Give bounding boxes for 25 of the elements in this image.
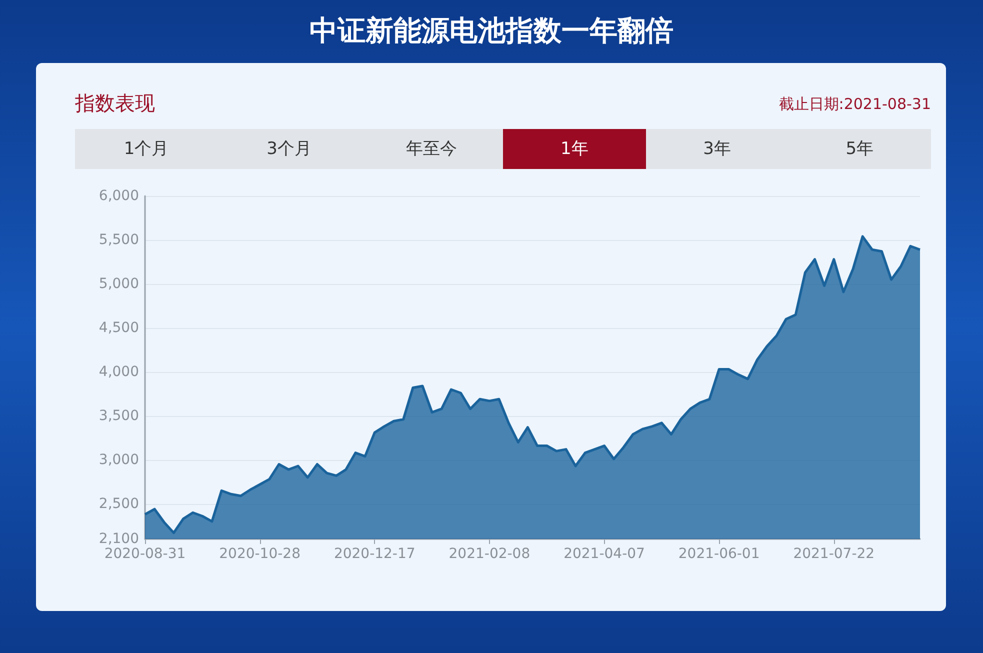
text: 年至今	[405, 138, 458, 161]
y-tick-label: 4,000	[98, 364, 139, 380]
x-tick-label: 2021-07-22	[793, 546, 875, 562]
text: 截止日期:2021-08-31	[778, 95, 931, 114]
x-tick-label: 2020-08-31	[104, 546, 186, 562]
text: 1个月	[122, 138, 170, 161]
y-tick-label: 2,500	[98, 496, 139, 512]
y-tick-label: 5,500	[98, 232, 139, 248]
text: 5年	[844, 138, 875, 161]
x-tick-label: 2021-06-01	[678, 546, 760, 562]
y-tick-label: 3,500	[98, 408, 139, 424]
text: 1年	[503, 129, 646, 169]
y-tick-label: 6,000	[98, 188, 139, 204]
y-tick-label: 3,000	[98, 452, 139, 468]
chart-subtitle: 指数表现	[75, 90, 155, 117]
text: 3年	[702, 138, 732, 161]
text: 3个月	[266, 138, 312, 161]
chart-title: 中证新能源电池指数一年翻倍	[308, 13, 674, 49]
y-tick-label: 2,100	[98, 531, 139, 547]
x-tick-label: 2020-10-28	[219, 546, 300, 562]
x-tick-label: 2020-12-17	[334, 546, 416, 562]
x-tick-label: 2021-02-08	[448, 546, 530, 562]
y-tick-label: 5,000	[98, 276, 139, 292]
y-tick-label: 4,500	[98, 320, 139, 336]
x-tick-label: 2021-04-07	[564, 546, 645, 562]
